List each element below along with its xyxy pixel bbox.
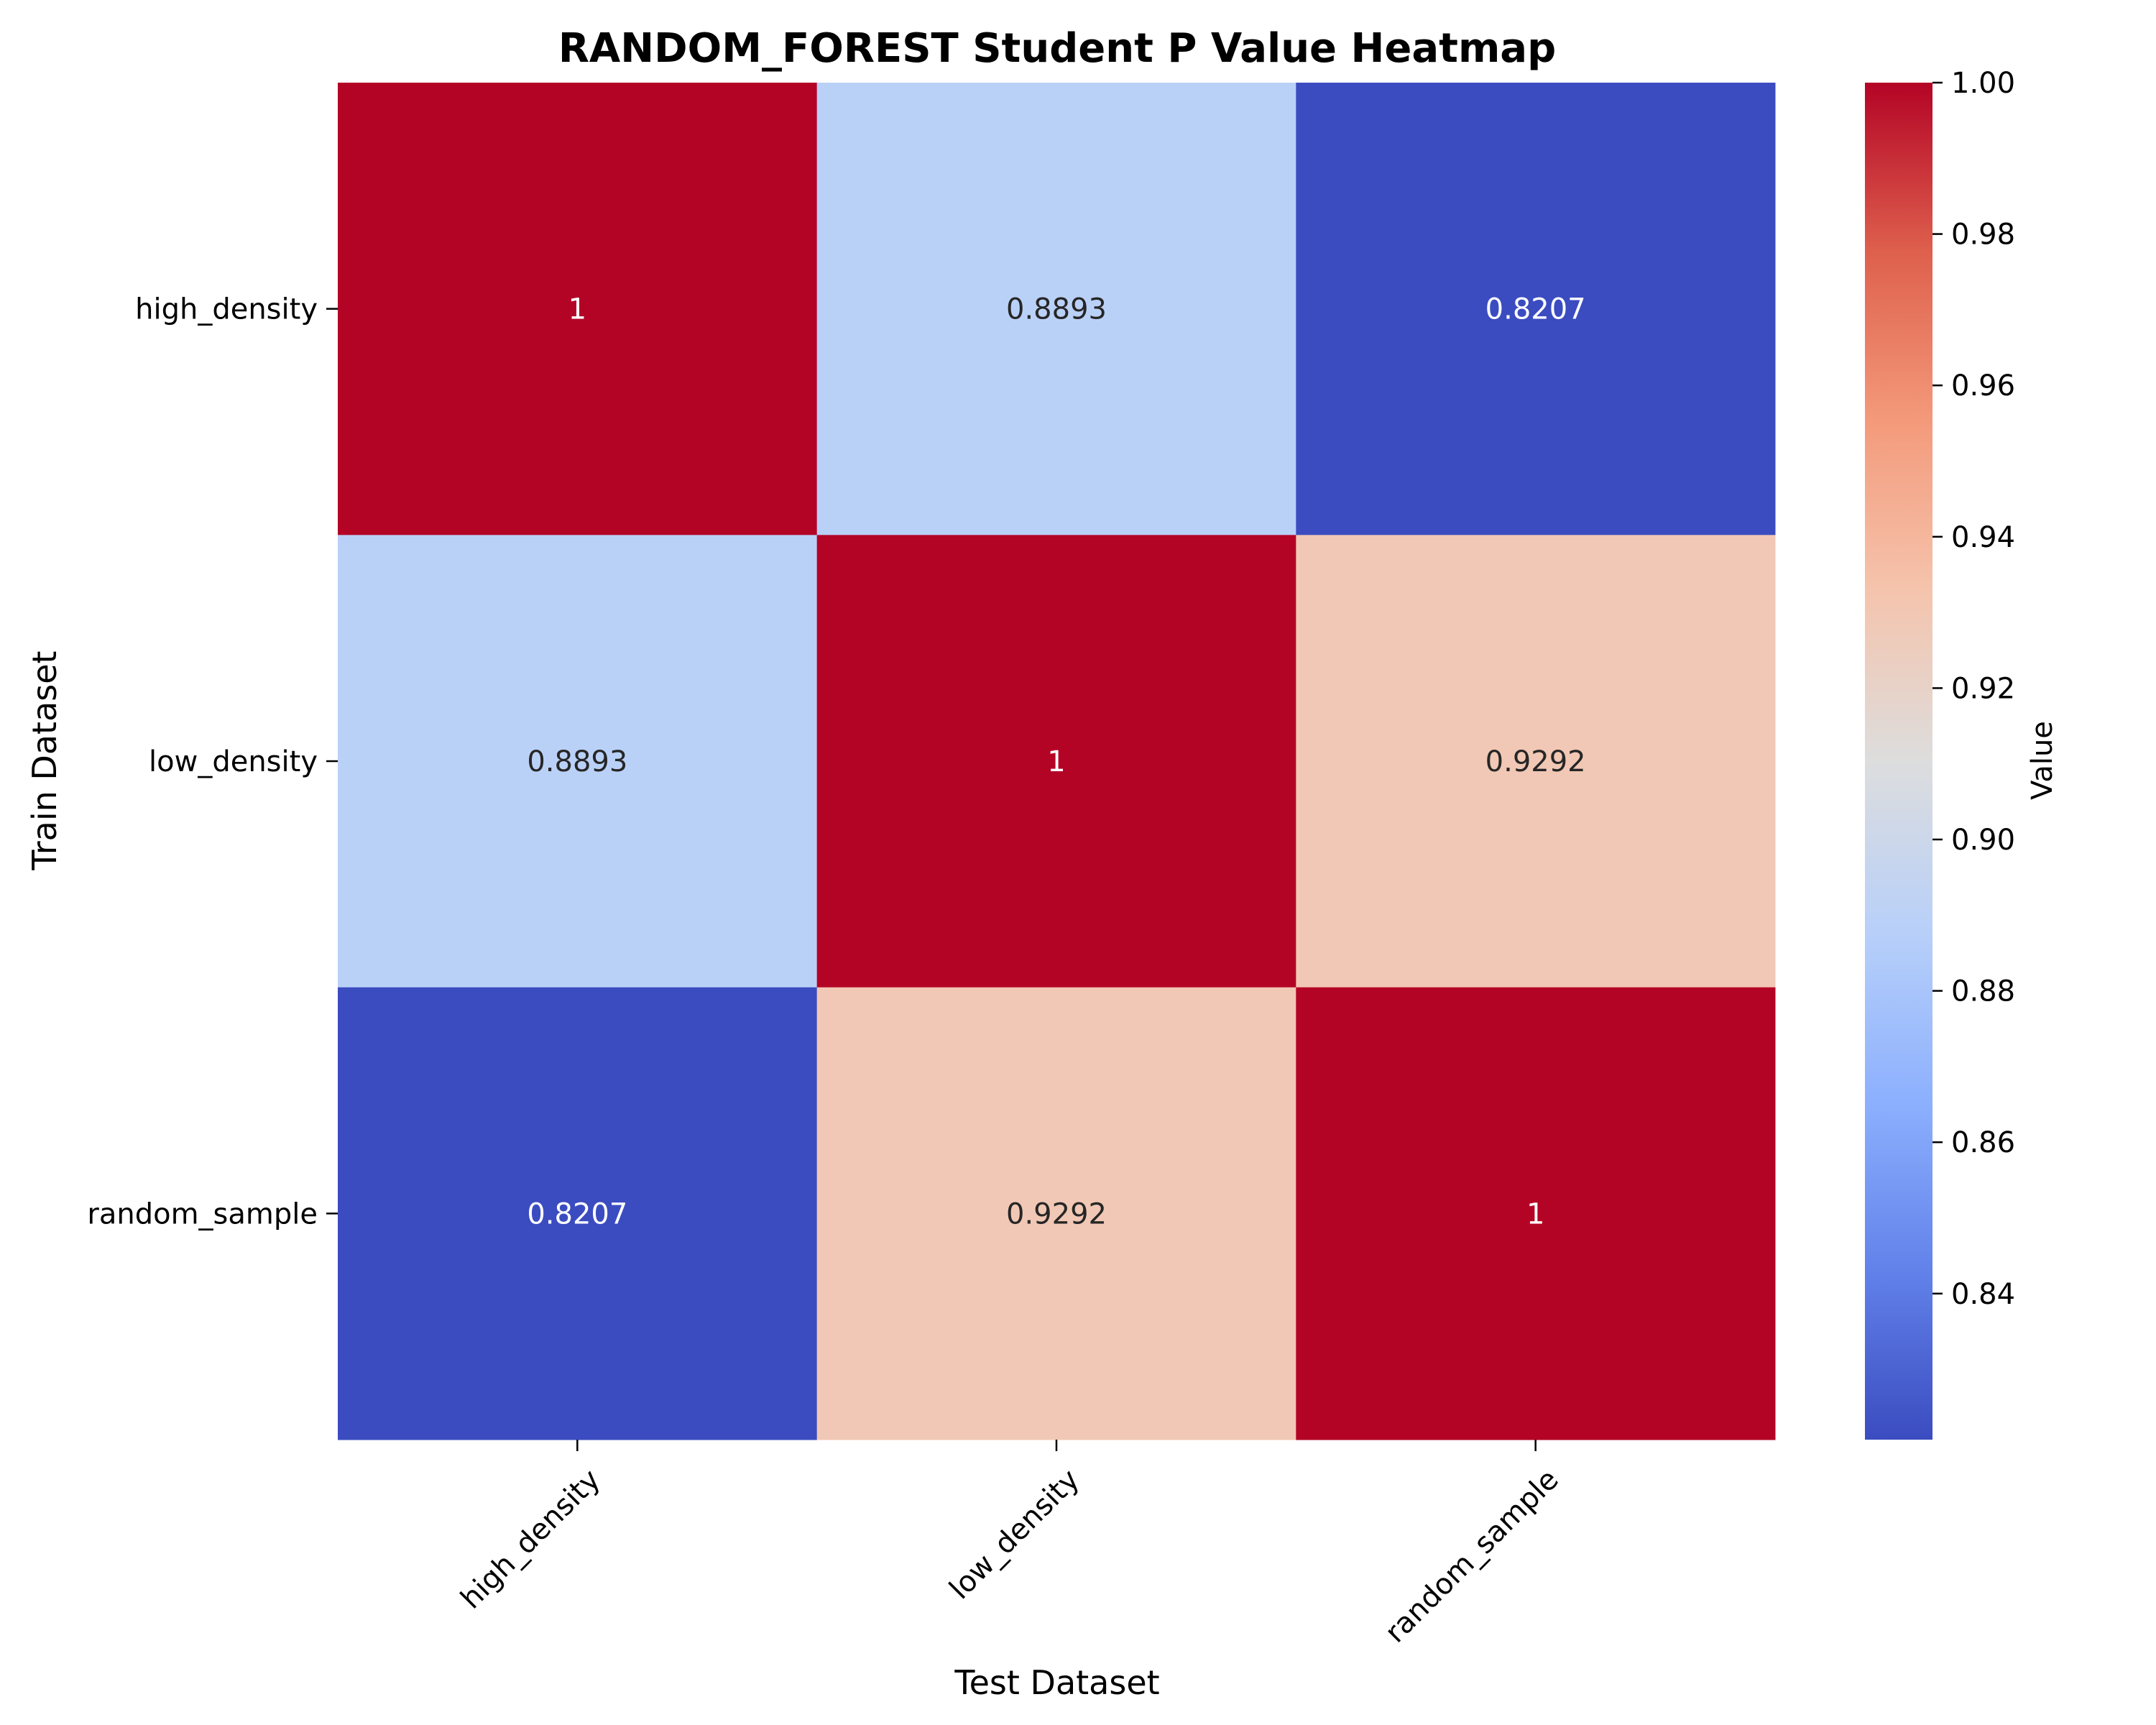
y-tick-label: high_density <box>135 293 318 326</box>
colorbar-tick-label: 0.92 <box>1951 672 2015 705</box>
heatmap-cell <box>1296 987 1776 1440</box>
cell-value-label: 0.8207 <box>1485 293 1586 326</box>
colorbar-tick-label: 0.84 <box>1951 1278 2015 1311</box>
cell-value-label: 0.8893 <box>527 745 627 778</box>
chart-title: RANDOM_FOREST Student P Value Heatmap <box>558 25 1556 72</box>
colorbar-tick-label: 0.96 <box>1951 369 2015 402</box>
x-axis-label: Test Dataset <box>954 1663 1159 1702</box>
heatmap-cell <box>816 83 1296 535</box>
y-tick-label: low_density <box>149 745 318 778</box>
heatmap-cell <box>338 83 818 535</box>
colorbar-tick-label: 0.94 <box>1951 521 2015 554</box>
colorbar-ticks: 0.84 0.86 0.88 0.90 0.92 0.94 0.96 0.98 1.00 <box>1932 67 2015 1311</box>
heatmap-cells <box>338 83 1776 1440</box>
cell-value-label: 0.9292 <box>1006 1197 1107 1230</box>
cell-value-label: 1 <box>1526 1197 1544 1230</box>
heatmap-cell <box>338 535 818 988</box>
heatmap-cell <box>816 987 1296 1440</box>
x-tick-label: high_density <box>454 1463 607 1616</box>
colorbar-label: Value <box>2026 721 2059 800</box>
y-tick-label: random_sample <box>87 1197 318 1230</box>
colorbar-tick-label: 1.00 <box>1951 67 2015 100</box>
y-axis: high_density low_density random_sample <box>87 293 338 1230</box>
cell-value-label: 0.8207 <box>527 1197 627 1230</box>
cell-value-label: 1 <box>568 293 586 326</box>
heatmap-cell <box>816 535 1296 988</box>
heatmap-cell-labels: 1 0.8893 0.8207 0.8893 1 0.9292 0.8207 0.9292 1 <box>527 293 1585 1231</box>
y-axis-label: Train Dataset <box>25 650 64 870</box>
colorbar-gradient <box>1865 83 1932 1440</box>
heatmap-cell <box>1296 535 1776 988</box>
colorbar <box>1865 83 1932 1440</box>
heatmap-cell <box>338 987 818 1440</box>
cell-value-label: 0.9292 <box>1485 745 1586 778</box>
cell-value-label: 1 <box>1047 745 1065 778</box>
colorbar-tick-label: 0.98 <box>1951 218 2015 252</box>
colorbar-tick-label: 0.88 <box>1951 975 2015 1008</box>
colorbar-tick-label: 0.90 <box>1951 824 2015 857</box>
x-tick-label: random_sample <box>1379 1463 1565 1650</box>
x-axis: high_density low_density random_sample <box>454 1440 1565 1650</box>
heatmap-cell <box>1296 83 1776 535</box>
colorbar-tick-label: 0.86 <box>1951 1126 2015 1159</box>
x-tick-label: low_density <box>943 1463 1086 1606</box>
cell-value-label: 0.8893 <box>1006 293 1107 326</box>
